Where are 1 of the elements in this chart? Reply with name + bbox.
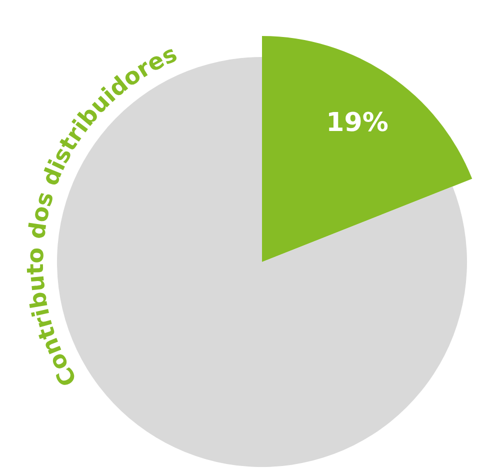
- data-label: 19%: [326, 108, 388, 138]
